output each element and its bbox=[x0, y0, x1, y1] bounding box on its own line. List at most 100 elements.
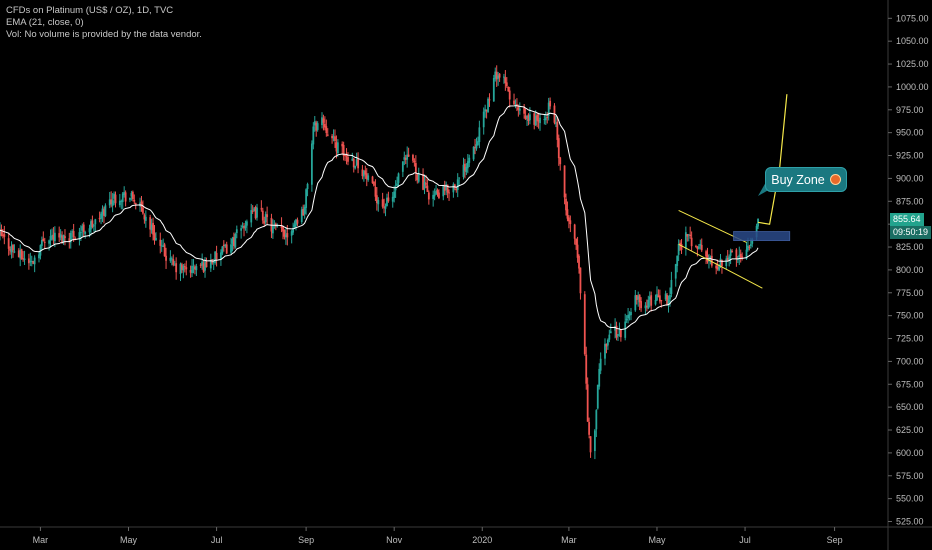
candle-body bbox=[393, 191, 396, 198]
candle-body bbox=[335, 142, 338, 152]
candle-body bbox=[43, 241, 46, 243]
price-tick-label: 700.00 bbox=[896, 356, 924, 366]
candle-body bbox=[332, 136, 335, 138]
volume-legend[interactable]: Vol: No volume is provided by the data v… bbox=[6, 29, 202, 40]
candle-body bbox=[296, 219, 299, 224]
candle-body bbox=[578, 256, 580, 269]
candle-body bbox=[628, 314, 631, 316]
candle-body bbox=[377, 199, 380, 205]
buy-zone-callout[interactable]: Buy Zone bbox=[765, 167, 847, 192]
candle-body bbox=[90, 221, 92, 230]
candle-body bbox=[293, 224, 296, 228]
candle-body bbox=[202, 263, 205, 272]
candle-body bbox=[615, 325, 618, 338]
candle-body bbox=[721, 259, 723, 266]
buy-zone-label: Buy Zone bbox=[771, 172, 825, 187]
candle-body bbox=[32, 260, 35, 264]
candle-body bbox=[557, 138, 560, 159]
candle-body bbox=[336, 142, 339, 154]
candle-body bbox=[38, 254, 40, 259]
candle-body bbox=[670, 279, 673, 294]
candle-body bbox=[588, 422, 591, 435]
candle-body bbox=[30, 260, 33, 262]
price-tick-label: 875.00 bbox=[896, 196, 924, 206]
candle-body bbox=[231, 238, 234, 244]
candle-body bbox=[407, 154, 410, 157]
candle-body bbox=[401, 161, 404, 172]
candle-body bbox=[695, 245, 697, 247]
candle-body bbox=[576, 244, 579, 258]
candle-body bbox=[503, 76, 505, 78]
candle-body bbox=[204, 259, 206, 271]
candle-body bbox=[68, 238, 71, 242]
candle-body bbox=[295, 219, 297, 226]
candle-body bbox=[264, 214, 267, 223]
candle-body bbox=[748, 246, 751, 248]
ema-legend[interactable]: EMA (21, close, 0) bbox=[6, 17, 84, 28]
candle-body bbox=[194, 266, 196, 270]
candle-body bbox=[435, 191, 437, 195]
candle-body bbox=[123, 192, 126, 196]
candle-body bbox=[738, 254, 741, 258]
candle-body bbox=[160, 245, 163, 247]
candle-body bbox=[199, 264, 202, 266]
candle-body bbox=[352, 158, 355, 168]
candle-body bbox=[362, 171, 365, 177]
candle-body bbox=[442, 185, 445, 197]
candle-body bbox=[129, 197, 131, 200]
candle-body bbox=[131, 191, 134, 200]
candle-body bbox=[645, 305, 648, 307]
candle-body bbox=[443, 185, 446, 191]
candle-body bbox=[596, 384, 599, 409]
candle-body bbox=[212, 262, 215, 264]
candle-body bbox=[466, 161, 469, 169]
candle-body bbox=[143, 215, 146, 220]
candle-body bbox=[386, 197, 388, 207]
candle-body bbox=[456, 179, 459, 190]
price-tick-label: 950.00 bbox=[896, 128, 924, 138]
price-tick-label: 675.00 bbox=[896, 379, 924, 389]
candle-body bbox=[505, 82, 508, 87]
time-tick-label: Nov bbox=[386, 535, 403, 545]
price-tick-label: 750.00 bbox=[896, 311, 924, 321]
candle-body bbox=[417, 174, 420, 182]
candle-body bbox=[507, 86, 510, 92]
candle-body bbox=[92, 225, 95, 227]
candle-body bbox=[134, 203, 137, 205]
candle-body bbox=[261, 210, 264, 221]
candle-body bbox=[235, 229, 238, 234]
candle-body bbox=[153, 233, 156, 241]
candle-body bbox=[325, 126, 328, 134]
candle-body bbox=[618, 329, 621, 335]
candle-body bbox=[51, 235, 53, 237]
candle-body bbox=[387, 197, 390, 202]
candle-body bbox=[650, 295, 653, 306]
symbol-title[interactable]: CFDs on Platinum (US$ / OZ), 1D, TVC bbox=[6, 5, 174, 16]
last-price-badge: 855.64 bbox=[890, 212, 924, 226]
candle-body bbox=[354, 166, 357, 169]
candle-body bbox=[583, 294, 586, 355]
candle-body bbox=[244, 225, 247, 228]
candle-body bbox=[455, 188, 458, 191]
candle-body bbox=[284, 234, 287, 238]
candle-body bbox=[699, 243, 702, 246]
candle-body bbox=[94, 219, 97, 225]
candle-body bbox=[169, 257, 172, 261]
candle-body bbox=[220, 252, 222, 260]
candle-body bbox=[149, 217, 152, 230]
candle-body bbox=[303, 206, 306, 214]
candle-body bbox=[82, 224, 85, 233]
candle-body bbox=[569, 220, 572, 225]
time-tick-label: Sep bbox=[827, 535, 843, 545]
candle-body bbox=[234, 234, 237, 248]
candle-body bbox=[120, 200, 123, 202]
price-tick-label: 625.00 bbox=[896, 425, 924, 435]
candle-body bbox=[751, 238, 754, 244]
candle-body bbox=[644, 305, 647, 309]
candle-body bbox=[251, 210, 254, 212]
candle-body bbox=[484, 109, 487, 112]
candle-body bbox=[605, 343, 608, 347]
candle-body bbox=[482, 111, 485, 128]
candle-body bbox=[397, 173, 400, 183]
